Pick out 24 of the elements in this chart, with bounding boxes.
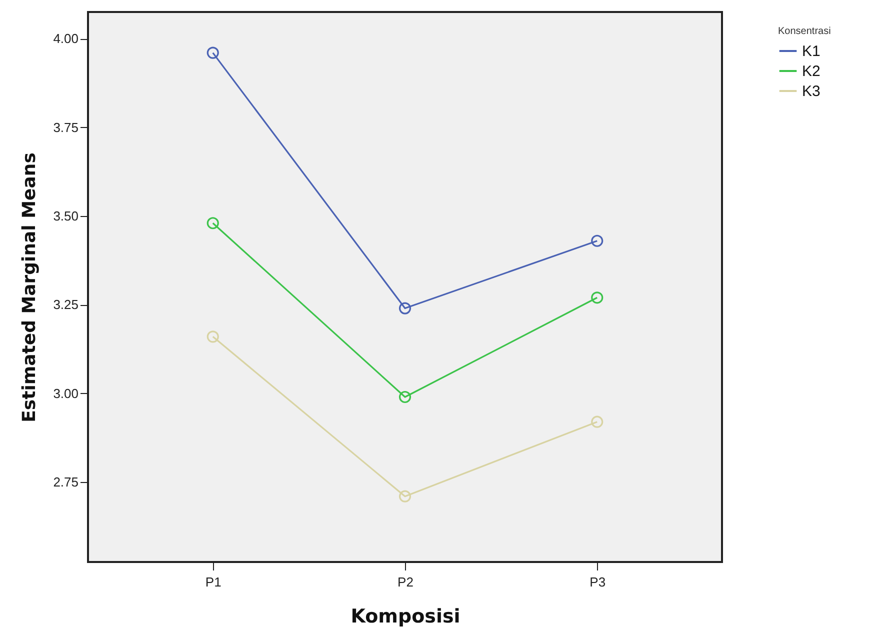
point — [398, 490, 412, 502]
x-axis-title: Komposisi — [350, 606, 460, 628]
point — [591, 416, 604, 428]
legend-label: K3 — [802, 83, 820, 100]
y-tick-label: 3.50 — [53, 208, 78, 224]
legend-label: K2 — [802, 63, 820, 80]
y-tick-label: 3.00 — [53, 386, 78, 401]
point — [398, 302, 412, 314]
y-tick-label: 4.00 — [53, 31, 78, 46]
y-tick-label: 2.75 — [53, 474, 78, 490]
x-tick-label: P2 — [398, 574, 414, 590]
x-tick-label: P3 — [590, 574, 606, 590]
point — [206, 330, 219, 343]
y-axis-title: Estimated Marginal Means — [19, 152, 40, 422]
point — [206, 46, 219, 59]
y-tick-label: 3.75 — [53, 120, 78, 135]
legend-label: K1 — [802, 43, 820, 60]
legend-title: Konsentrasi — [778, 26, 831, 37]
point — [591, 234, 604, 247]
x-tick-label: P1 — [205, 574, 222, 590]
point — [398, 390, 412, 404]
point — [591, 292, 604, 304]
point — [206, 217, 219, 230]
y-tick-label: 3.25 — [53, 297, 78, 312]
